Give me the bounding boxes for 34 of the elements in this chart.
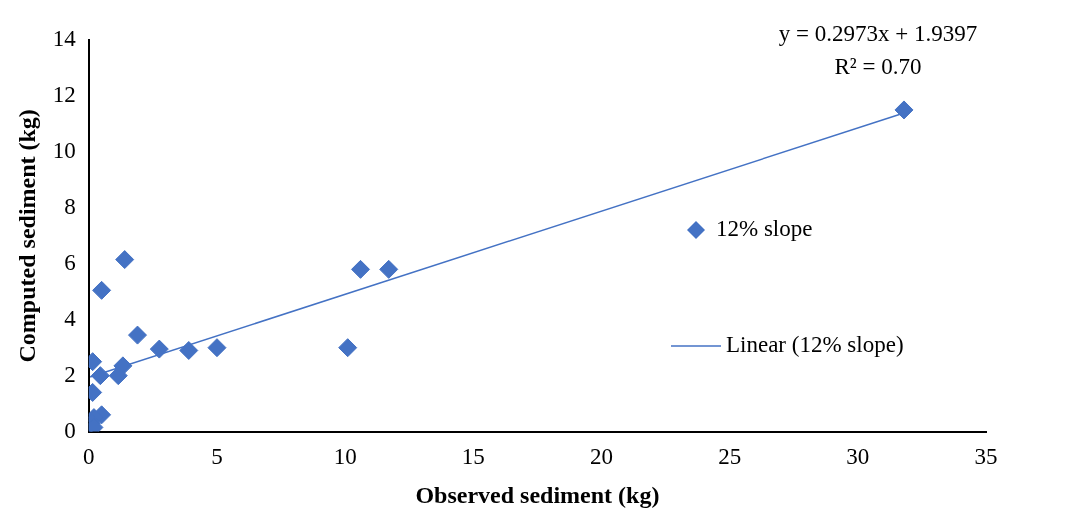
point bbox=[338, 338, 358, 358]
y-axis-title: Computed sediment (kg) bbox=[13, 109, 40, 363]
x-tick-label: 15 bbox=[461, 444, 485, 470]
y-tick-label: 14 bbox=[52, 26, 77, 52]
y-tick-label: 0 bbox=[64, 417, 76, 443]
point bbox=[207, 338, 227, 358]
legend-label: Linear (12% slope) bbox=[726, 332, 904, 358]
x-tick-label: 25 bbox=[718, 444, 742, 470]
point bbox=[179, 340, 199, 360]
x-tick-label: 20 bbox=[589, 444, 613, 470]
x-tick-label: 10 bbox=[333, 444, 357, 470]
annotation: y = 0.2973x + 1.9397 bbox=[778, 21, 978, 47]
x-tick-label: 0 bbox=[83, 444, 95, 470]
point bbox=[115, 250, 135, 270]
y-tick-label: 4 bbox=[64, 305, 77, 331]
x-axis-title: Observed sediment (kg) bbox=[415, 481, 660, 508]
point bbox=[351, 259, 371, 279]
y-tick-label: 6 bbox=[64, 249, 76, 275]
point bbox=[379, 259, 399, 279]
legend-label: 12% slope bbox=[716, 216, 813, 242]
y-tick-label: 2 bbox=[64, 361, 76, 387]
x-tick-label: 5 bbox=[211, 444, 223, 470]
y-tick-label: 8 bbox=[64, 193, 76, 219]
x-tick-label: 35 bbox=[974, 444, 998, 470]
point bbox=[92, 280, 112, 300]
y-tick-label: 10 bbox=[52, 137, 76, 163]
point bbox=[149, 339, 169, 359]
point bbox=[128, 325, 148, 345]
y-tick-label: 12 bbox=[52, 81, 76, 107]
point bbox=[894, 100, 914, 120]
point bbox=[90, 366, 110, 386]
point bbox=[108, 366, 128, 386]
x-tick-label: 30 bbox=[846, 444, 870, 470]
annotation: R² = 0.70 bbox=[834, 54, 922, 80]
